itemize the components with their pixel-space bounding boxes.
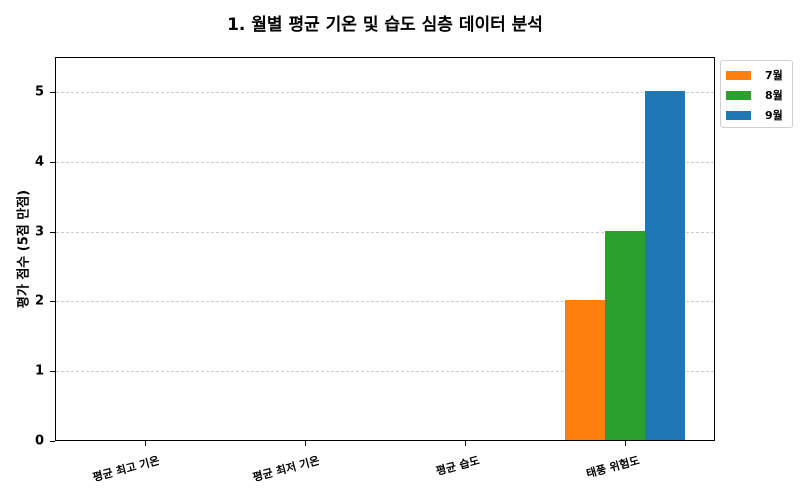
legend-swatch bbox=[726, 70, 751, 80]
x-tick-label: 태풍 위험도 bbox=[584, 453, 641, 481]
legend-swatch bbox=[726, 110, 751, 120]
y-tick-label: 0 bbox=[34, 433, 44, 449]
x-tick-label: 평균 최저 기온 bbox=[251, 453, 321, 485]
x-tick-label: 평균 최고 기온 bbox=[91, 453, 161, 485]
legend-item: 9월 bbox=[721, 105, 792, 125]
y-tick-label: 1 bbox=[34, 363, 44, 379]
chart-title: 1. 월별 평균 기온 및 습도 심층 데이터 분석 bbox=[227, 15, 543, 35]
bar bbox=[645, 90, 685, 440]
gridline bbox=[56, 301, 714, 303]
y-axis-label: 평가 점수 (5점 만점) bbox=[16, 189, 32, 309]
y-tick bbox=[50, 301, 55, 303]
legend-item: 8월 bbox=[721, 85, 792, 105]
bar bbox=[605, 230, 645, 440]
gridline bbox=[56, 231, 714, 233]
y-tick-label: 2 bbox=[34, 293, 44, 309]
legend-label: 8월 bbox=[765, 89, 783, 102]
gridline bbox=[56, 371, 714, 373]
gridline bbox=[56, 91, 714, 93]
legend-item: 7월 bbox=[721, 65, 792, 85]
legend-label: 7월 bbox=[765, 69, 783, 82]
y-tick-label: 3 bbox=[34, 224, 44, 240]
y-tick bbox=[50, 161, 55, 163]
y-tick-label: 4 bbox=[34, 154, 44, 170]
gridline bbox=[56, 161, 714, 163]
legend: 7월 8월 9월 bbox=[720, 60, 793, 128]
y-tick-label: 5 bbox=[34, 84, 44, 100]
y-tick bbox=[50, 231, 55, 233]
x-tick-label: 평균 습도 bbox=[434, 453, 481, 478]
legend-swatch bbox=[726, 90, 751, 100]
y-tick bbox=[50, 91, 55, 93]
x-tick bbox=[465, 441, 466, 446]
x-tick bbox=[625, 441, 626, 446]
y-tick bbox=[50, 371, 55, 373]
x-tick bbox=[145, 441, 146, 446]
plot-area bbox=[55, 57, 715, 441]
x-tick bbox=[305, 441, 306, 446]
y-tick bbox=[50, 441, 55, 442]
legend-label: 9월 bbox=[765, 109, 783, 122]
bar bbox=[565, 300, 605, 440]
